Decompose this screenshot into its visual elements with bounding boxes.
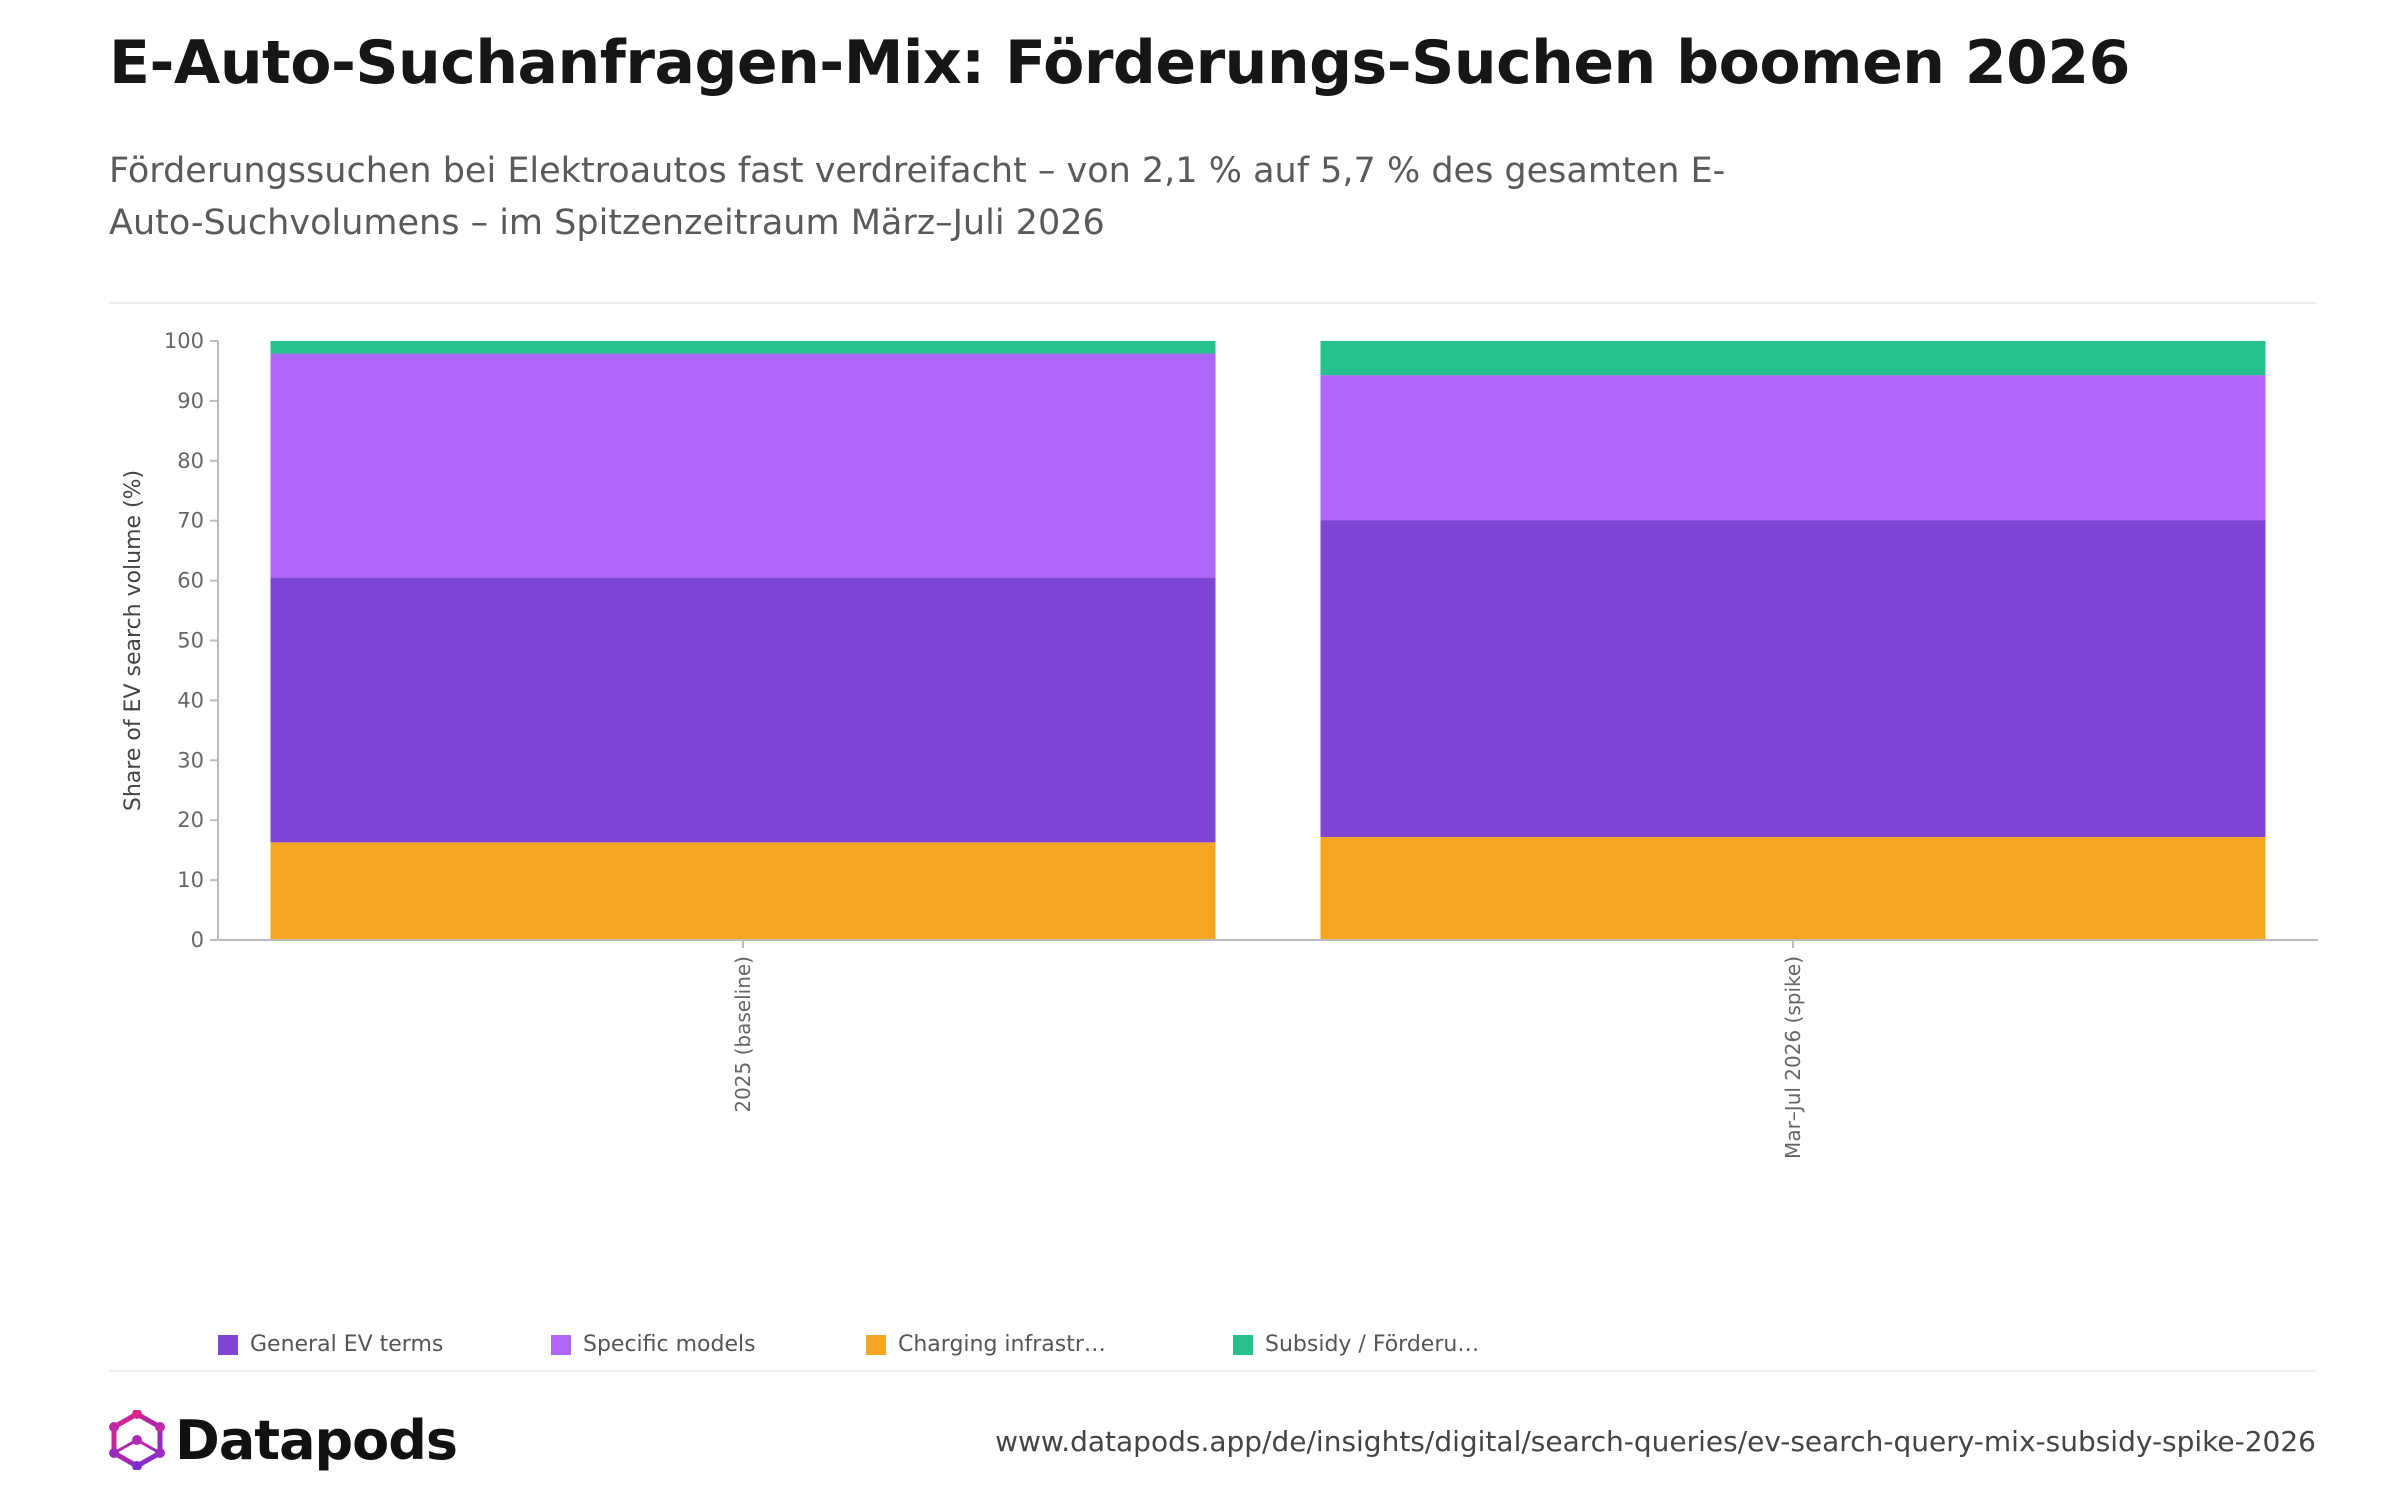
legend-item-general-ev-terms[interactable]: General EV terms	[218, 1332, 443, 1357]
legend-item-subsidy[interactable]: Subsidy / Förderu…	[1233, 1332, 1479, 1357]
legend-swatch	[218, 1334, 238, 1355]
stacked-bar-chart: 0 10 20 30 40 50 60 70 80 90 100 Share of EV search…	[121, 329, 2318, 1159]
bar-segment-general-ev-terms	[270, 577, 1216, 843]
chart-title: E-Auto-Suchanfragen-Mix: Förderungs-Such…	[109, 28, 2130, 98]
x-tick-label: 2025 (baseline)	[731, 956, 755, 1113]
legend-item-charging-infrastructure[interactable]: Charging infrastr…	[866, 1332, 1106, 1357]
y-tick-label: 10	[177, 868, 204, 892]
legend-label: Subsidy / Förderu…	[1265, 1332, 1480, 1357]
legend-label: Specific models	[583, 1332, 756, 1357]
legend-swatch	[866, 1334, 886, 1355]
top-divider	[109, 302, 2316, 304]
bottom-divider	[109, 1370, 2316, 1372]
datapods-hexagon-icon	[109, 1410, 165, 1470]
bar-segment-subsidy-f-rderu	[1320, 341, 2266, 376]
bar-segment-general-ev-terms	[1320, 520, 2266, 837]
legend-label: Charging infrastr…	[898, 1332, 1106, 1357]
bar-segment-subsidy-f-rderu	[270, 341, 1216, 354]
y-tick-label: 40	[177, 688, 204, 712]
y-tick-label: 90	[177, 389, 204, 413]
y-tick-label: 80	[177, 449, 204, 473]
chart-subtitle: Förderungssuchen bei Elektroautos fast v…	[109, 151, 1726, 243]
legend-item-specific-models[interactable]: Specific models	[551, 1332, 756, 1357]
bar-segment-specific-models	[1320, 375, 2266, 521]
y-tick-label: 30	[177, 748, 204, 772]
bar-segment-specific-models	[270, 353, 1216, 578]
legend-swatch	[551, 1334, 571, 1355]
legend-swatch	[1233, 1334, 1253, 1355]
x-tick-label: Mar–Jul 2026 (spike)	[1781, 956, 1805, 1159]
y-axis-title: Share of EV search volume (%)	[121, 470, 146, 811]
y-tick-label: 60	[177, 569, 204, 593]
bar-segment-charging-infrastr	[1320, 836, 2266, 940]
y-tick-label: 70	[177, 509, 204, 533]
brand-name: Datapods	[175, 1408, 458, 1472]
y-tick-label: 20	[177, 808, 204, 832]
y-tick-label: 100	[164, 329, 204, 353]
datapods-logo[interactable]: Datapods	[109, 1408, 458, 1472]
y-tick-label: 50	[177, 629, 204, 653]
source-url[interactable]: www.datapods.app/de/insights/digital/sea…	[995, 1425, 2316, 1458]
y-tick-label: 0	[191, 928, 204, 952]
bar-segment-charging-infrastr	[270, 842, 1216, 940]
legend-label: General EV terms	[250, 1332, 444, 1357]
